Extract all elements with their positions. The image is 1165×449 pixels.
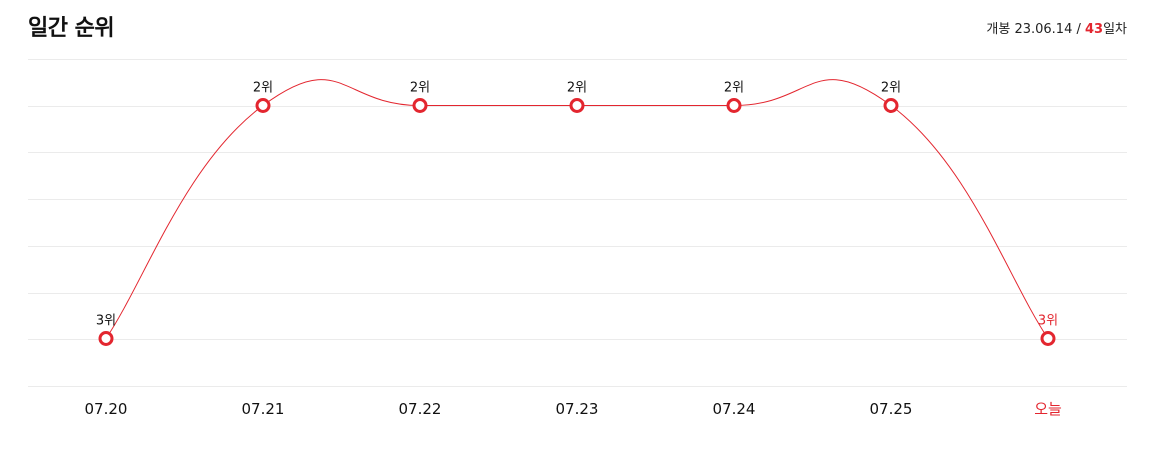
data-label-6: 3위 bbox=[1038, 314, 1058, 329]
data-label-5: 2위 bbox=[881, 81, 901, 96]
grid-lines bbox=[28, 59, 1127, 387]
data-point-3[interactable] bbox=[569, 98, 585, 113]
data-label-3: 2위 bbox=[567, 81, 587, 96]
data-label-1: 2위 bbox=[253, 81, 273, 96]
data-point-5[interactable] bbox=[883, 98, 899, 113]
day-suffix: 일차 bbox=[1103, 22, 1127, 37]
rank-series-line bbox=[105, 79, 1049, 339]
x-tick-label-5: 07.25 bbox=[870, 400, 913, 418]
chart-title: 일간 순위 bbox=[28, 16, 115, 41]
x-tick-label-4: 07.24 bbox=[713, 400, 756, 418]
x-tick-label-0: 07.20 bbox=[85, 400, 128, 418]
x-axis: 07.20 07.21 07.22 07.23 07.24 07.25 오늘 bbox=[85, 400, 1062, 418]
release-info: 개봉 23.06.14 / 43일차 bbox=[986, 18, 1127, 37]
x-tick-label-1: 07.21 bbox=[242, 400, 285, 418]
data-point-6[interactable] bbox=[1040, 331, 1056, 346]
x-tick-label-2: 07.22 bbox=[399, 400, 442, 418]
data-point-1[interactable] bbox=[255, 98, 271, 113]
release-date: 개봉 23.06.14 / bbox=[986, 22, 1085, 37]
day-count: 43 bbox=[1084, 22, 1104, 37]
x-tick-label-3: 07.23 bbox=[556, 400, 599, 418]
data-label-4: 2위 bbox=[724, 81, 744, 96]
data-label-0: 3위 bbox=[96, 314, 116, 329]
x-tick-label-6: 오늘 bbox=[1034, 400, 1062, 418]
data-labels: 3위 2위 2위 2위 2위 2위 3위 bbox=[96, 81, 1058, 329]
data-point-2[interactable] bbox=[412, 98, 428, 113]
data-label-2: 2위 bbox=[410, 81, 430, 96]
data-point-4[interactable] bbox=[726, 98, 742, 113]
series-line-group bbox=[105, 79, 1049, 339]
data-points bbox=[98, 98, 1056, 346]
data-point-0[interactable] bbox=[98, 331, 114, 346]
